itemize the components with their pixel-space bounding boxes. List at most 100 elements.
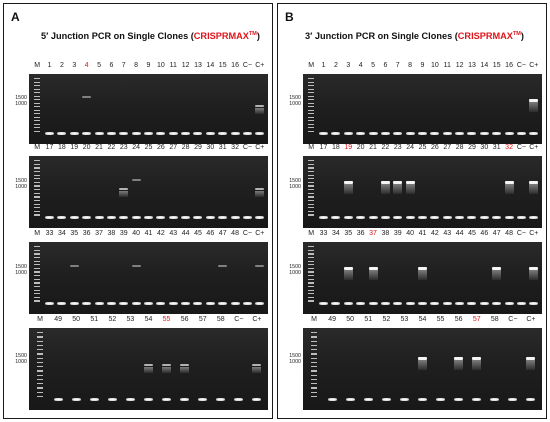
product-band: [529, 98, 539, 102]
primer-band: [218, 302, 228, 305]
panel-title: 5′ Junction PCR on Single Clones (CRISPR…: [41, 31, 260, 41]
ladder-band: [308, 120, 315, 122]
ladder-band: [308, 185, 315, 187]
lane-label: M: [34, 230, 41, 237]
product-band: [144, 364, 153, 367]
primer-band: [57, 302, 67, 305]
lane-label: 51: [90, 316, 99, 323]
ladder-band: [37, 383, 44, 385]
primer-band: [242, 216, 252, 219]
primer-band: [368, 302, 378, 305]
lane-label: 42: [430, 230, 439, 237]
primer-band: [107, 398, 117, 401]
lane-label: 39: [393, 230, 402, 237]
primer-band: [69, 302, 79, 305]
ladder-band: [34, 196, 41, 198]
ladder-band: [308, 264, 315, 266]
primer-band: [418, 398, 427, 401]
lane-label: 33: [319, 230, 328, 237]
size-marker-label: 1000: [15, 101, 27, 107]
lane-label: 58: [216, 316, 225, 323]
primer-band: [71, 398, 81, 401]
primer-band: [125, 398, 135, 401]
band-smear: [380, 184, 390, 195]
primer-band: [180, 398, 190, 401]
ladder-band: [37, 357, 44, 359]
lane-label: 19: [70, 144, 79, 151]
ladder-band: [37, 332, 44, 334]
gel-row: M 33 34 35 36 37 38 39 40 41 42 43 44 45 46 47 48 C− C+ 150…: [4, 230, 272, 318]
ladder-band: [308, 81, 315, 83]
primer-band: [69, 216, 79, 219]
ladder-band: [308, 199, 315, 202]
size-marker-label: 1500: [15, 177, 27, 184]
lane-label: 9: [146, 62, 151, 69]
ladder-band: [308, 192, 315, 194]
ladder-band: [308, 78, 315, 80]
primer-band: [399, 398, 409, 401]
primer-band: [508, 398, 518, 401]
primer-band: [119, 132, 129, 135]
lane-label: 21: [95, 144, 103, 151]
primer-band: [181, 302, 191, 305]
primer-band: [89, 398, 99, 401]
ladder-band: [308, 160, 315, 162]
primer-band: [331, 302, 341, 305]
lane-label: 4: [358, 62, 363, 69]
size-marker-labels: 1500 1000: [13, 328, 27, 410]
ladder-band: [308, 92, 315, 94]
primer-band: [393, 216, 403, 219]
lane-label: 29: [468, 144, 476, 151]
ladder-band: [308, 106, 315, 108]
ladder-band: [311, 374, 318, 376]
primer-band: [356, 132, 366, 135]
ladder-band: [34, 278, 41, 280]
ladder-band: [311, 340, 318, 342]
dna-ladder: [311, 332, 318, 404]
primer-band: [455, 302, 465, 305]
ladder-band: [311, 332, 318, 334]
primer-band: [168, 302, 178, 305]
ladder-band: [34, 130, 41, 132]
product-band: [119, 187, 129, 191]
band-smear: [255, 190, 265, 197]
lane-label: 37: [369, 230, 377, 237]
gel-row: M 49 50 51 52 53 54 55 56 57 58 C− C+ 1500 1000: [278, 316, 546, 414]
lane-labels: M 17 18 19 20 21 22 23 24 25 26 27 28 29 30 31 32 C− C+: [278, 144, 546, 156]
lane-label: 32: [231, 144, 239, 151]
ladder-band: [308, 167, 315, 169]
lane-label: 38: [107, 230, 116, 237]
lane-label: 40: [132, 230, 141, 237]
gel-row: M 49 50 51 52 53 54 55 56 57 58 C− C+ 1500 1000: [4, 316, 272, 414]
ladder-band: [311, 344, 318, 347]
lane-label: C+: [252, 316, 262, 323]
primer-band: [526, 398, 536, 401]
band-smear: [180, 367, 190, 374]
dna-ladder: [34, 78, 41, 138]
ladder-band: [34, 285, 41, 288]
primer-band: [436, 398, 446, 401]
lane-label: 21: [369, 144, 377, 151]
primer-band: [327, 398, 337, 401]
lane-label: 28: [181, 144, 190, 151]
primer-band: [193, 302, 203, 305]
primer-band: [181, 216, 191, 219]
ladder-band: [34, 178, 41, 180]
primer-band: [490, 398, 500, 401]
panel-title-suffix: ): [256, 31, 260, 42]
lane-label: 25: [144, 144, 153, 151]
band-smear: [162, 367, 172, 374]
size-marker-labels: 1500 1000: [287, 156, 301, 228]
product-band: [255, 104, 265, 108]
primer-band: [255, 216, 265, 219]
size-marker-label: 1000: [15, 269, 27, 276]
size-marker-label: 1000: [289, 101, 301, 107]
lane-label: 48: [505, 230, 513, 237]
lane-label: 49: [328, 316, 337, 323]
lane-label: C+: [255, 62, 265, 69]
lane-label: 46: [480, 230, 489, 237]
band-smear: [529, 184, 539, 195]
primer-band: [492, 132, 502, 135]
ladder-band: [308, 267, 315, 270]
ladder-band: [34, 109, 41, 111]
